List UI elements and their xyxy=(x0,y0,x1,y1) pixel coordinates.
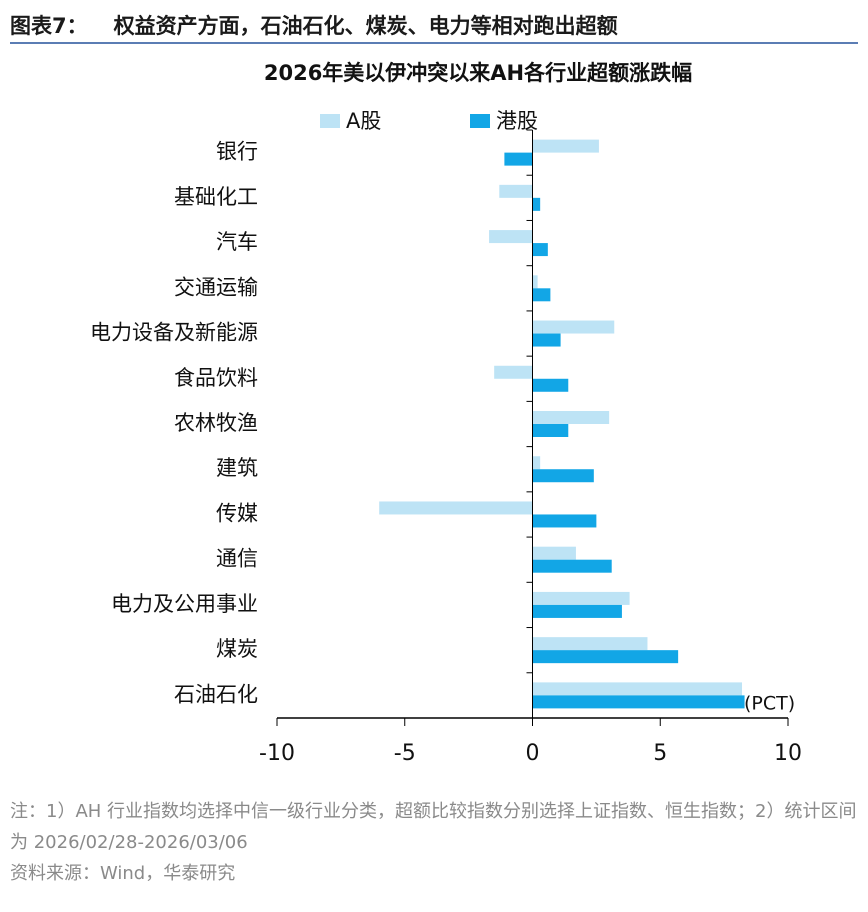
bar xyxy=(532,378,569,392)
y-tick-label: 交通运输 xyxy=(174,275,258,299)
x-tick-label: 0 xyxy=(526,741,540,766)
bar xyxy=(379,501,533,515)
bar xyxy=(532,514,597,528)
bar xyxy=(532,288,551,302)
y-tick-label: 银行 xyxy=(216,140,258,164)
legend-swatch xyxy=(470,114,490,128)
y-tick-label: 汽车 xyxy=(216,230,258,254)
bar xyxy=(532,695,745,709)
y-tick-label: 农林牧渔 xyxy=(174,411,258,435)
y-tick-label: 电力及公用事业 xyxy=(111,592,258,616)
bar xyxy=(532,320,615,334)
bar xyxy=(504,152,533,166)
y-tick-label: 电力设备及新能源 xyxy=(90,321,258,345)
bar xyxy=(532,650,679,664)
bar xyxy=(532,411,610,424)
chart-title: 2026年美以伊冲突以来AH各行业超额涨跌幅 xyxy=(264,61,692,85)
x-tick-label: 5 xyxy=(653,741,667,766)
x-tick-label: -10 xyxy=(259,741,295,766)
bar xyxy=(489,230,533,244)
figure-label: 图表7： xyxy=(10,14,88,38)
bar xyxy=(532,469,594,483)
bar xyxy=(532,682,743,696)
unit-label: (PCT) xyxy=(744,693,795,715)
legend-swatch xyxy=(320,114,340,128)
y-tick-label: 通信 xyxy=(216,547,258,571)
bar xyxy=(532,197,541,211)
bar xyxy=(494,365,533,379)
y-tick-label: 传媒 xyxy=(216,501,258,525)
notes: 注：1）AH 行业指数均选择中信一级行业分类，超额比较指数分别选择上证指数、恒生… xyxy=(10,801,857,853)
bar xyxy=(532,243,548,257)
header-title: 权益资产方面，石油石化、煤炭、电力等相对跑出超额 xyxy=(113,14,618,38)
bar xyxy=(532,559,612,573)
bar xyxy=(532,637,648,651)
source: 资料来源：Wind，华泰研究 xyxy=(10,863,236,884)
y-tick-label: 煤炭 xyxy=(216,637,258,661)
chart: 2026年美以伊冲突以来AH各行业超额涨跌幅 A股 港股银行基础化工汽车交通运输电… xyxy=(90,61,802,766)
bar xyxy=(532,424,569,437)
notes-block: 注：1）AH 行业指数均选择中信一级行业分类，超额比较指数分别选择上证指数、恒生… xyxy=(10,796,860,889)
bar xyxy=(532,546,576,560)
bar xyxy=(532,275,538,289)
x-tick-label: -5 xyxy=(394,741,416,766)
bar xyxy=(499,184,533,198)
y-tick-label: 建筑 xyxy=(216,456,258,480)
header: 图表7： 权益资产方面，石油石化、煤炭、电力等相对跑出超额 xyxy=(10,10,858,44)
legend-label: A股 xyxy=(346,109,381,133)
bar xyxy=(532,456,541,470)
legend-label: 港股 xyxy=(496,109,538,133)
bar xyxy=(532,591,630,605)
bar xyxy=(532,139,599,153)
bar xyxy=(532,604,622,618)
y-tick-label: 基础化工 xyxy=(174,185,258,209)
bar xyxy=(532,333,561,347)
y-tick-label: 食品饮料 xyxy=(174,366,258,390)
y-tick-label: 石油石化 xyxy=(174,682,258,706)
x-tick-label: 10 xyxy=(774,741,802,766)
